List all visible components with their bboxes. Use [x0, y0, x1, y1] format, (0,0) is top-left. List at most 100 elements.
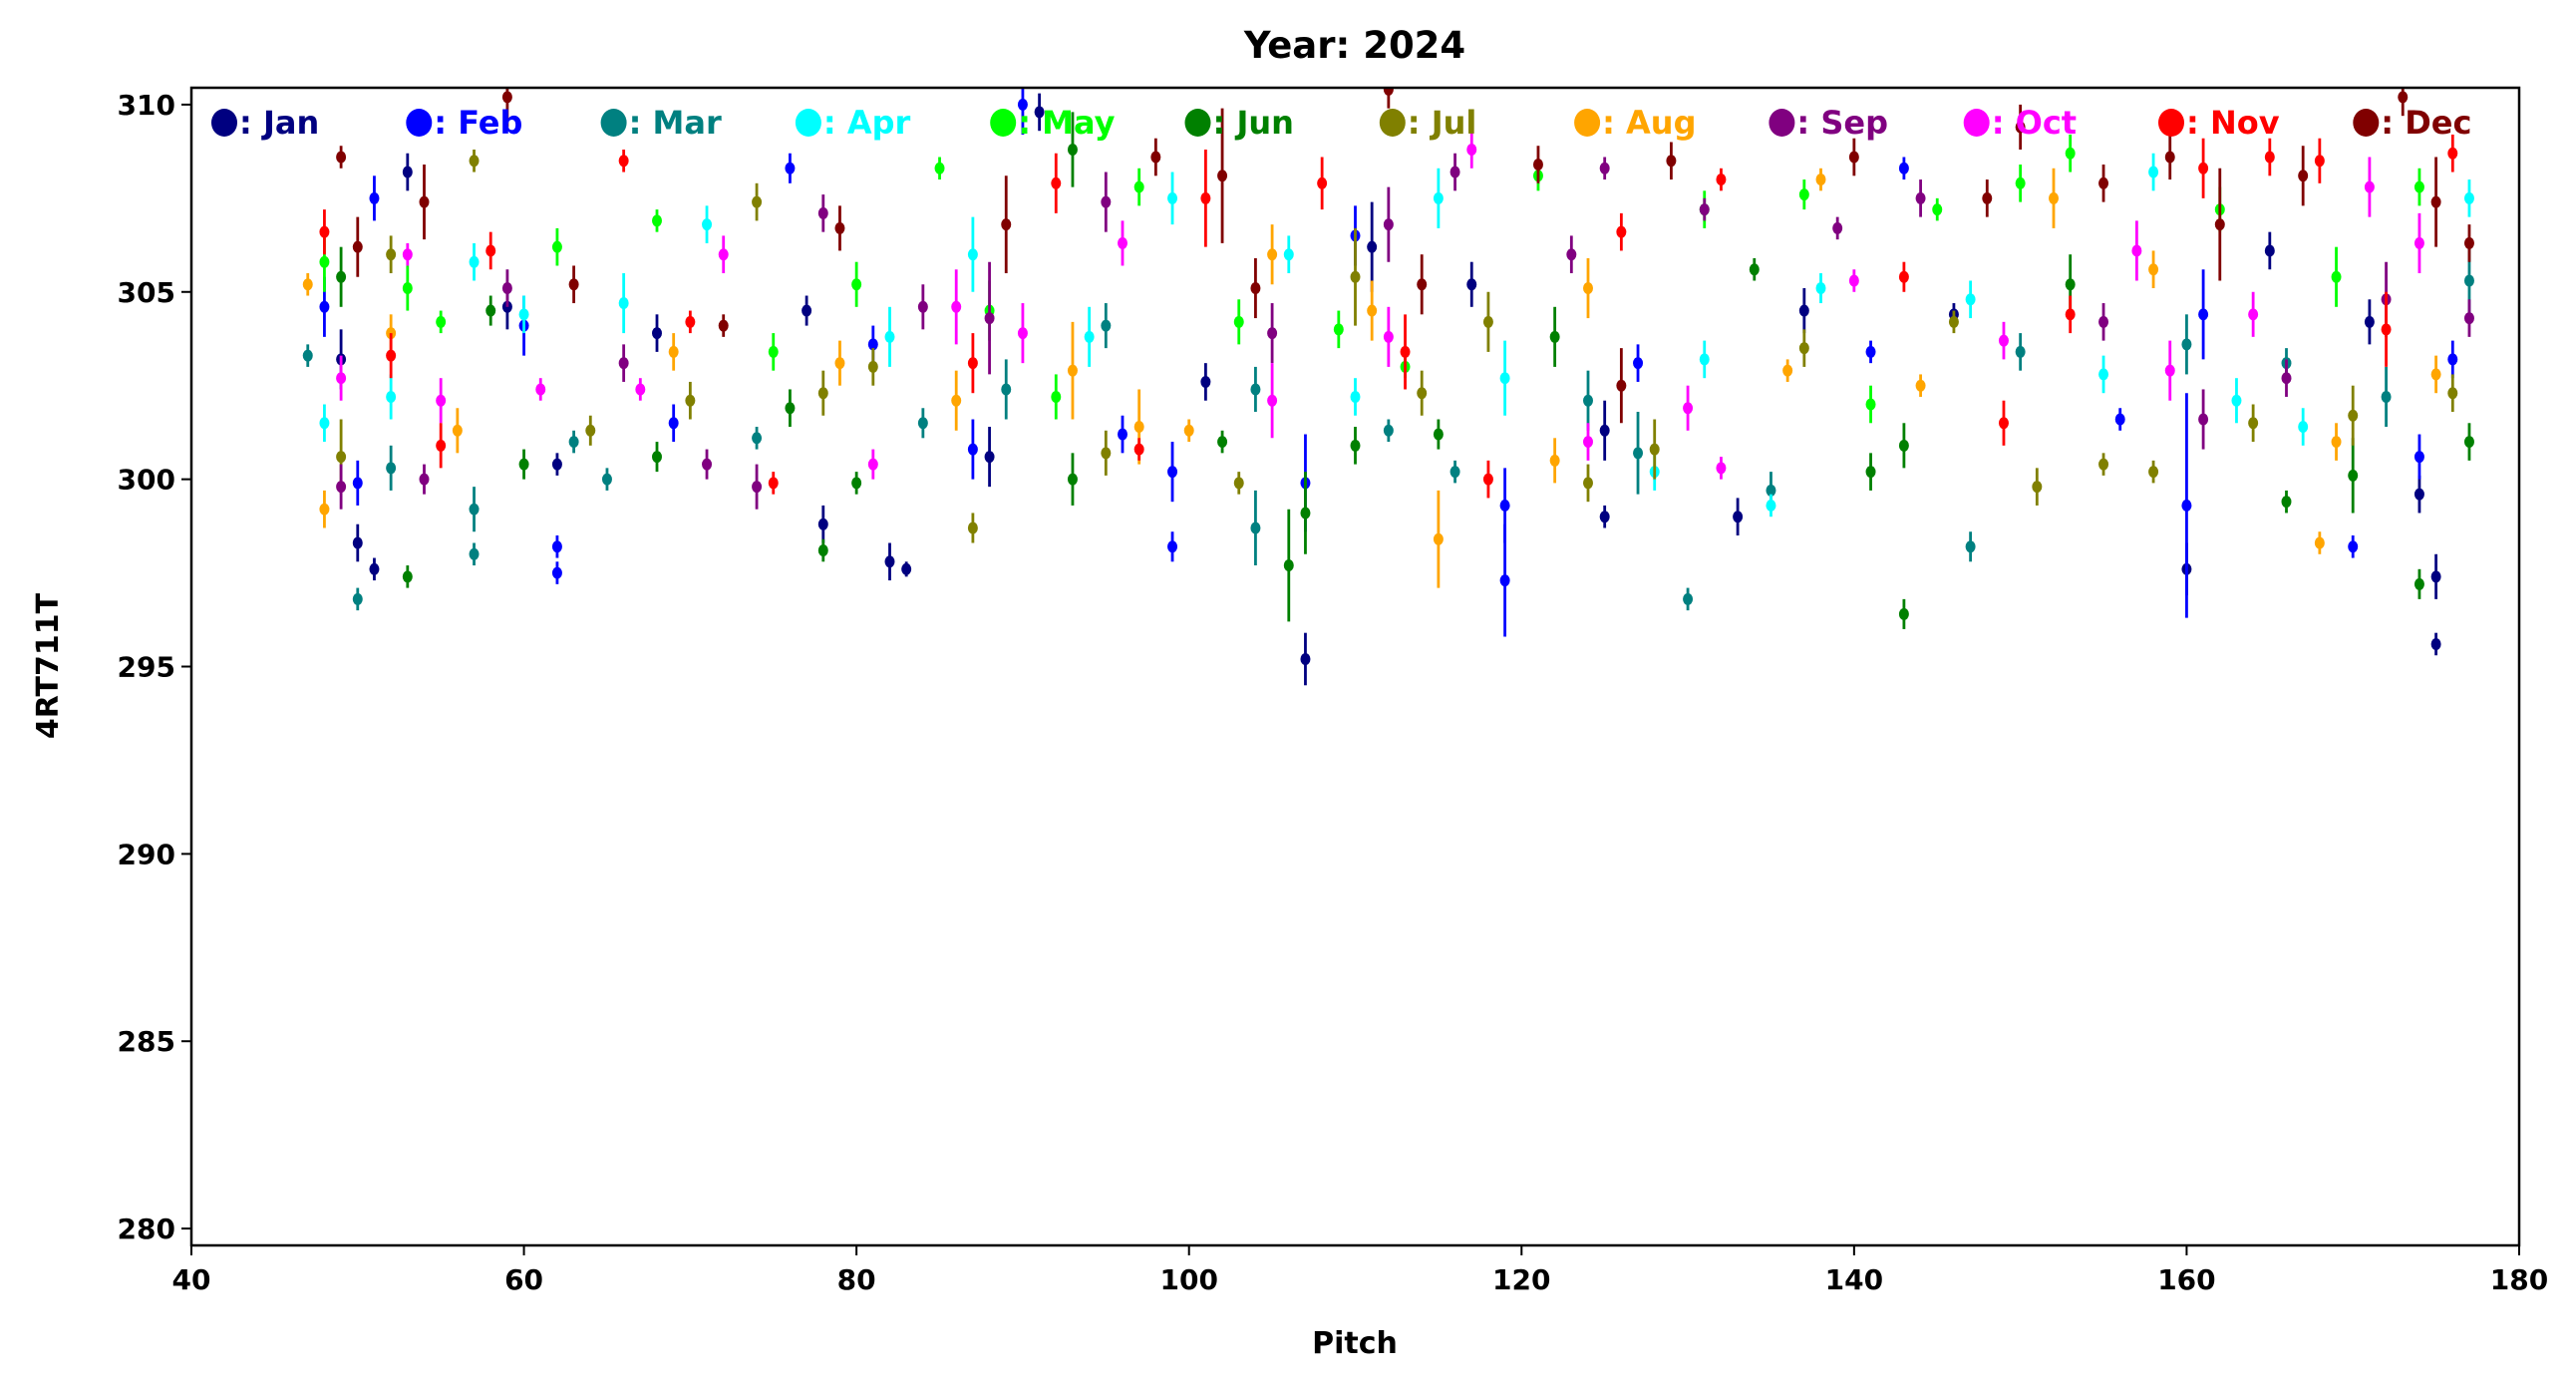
data-point — [785, 402, 796, 415]
legend-marker — [1379, 109, 1406, 137]
data-point — [2314, 536, 2325, 549]
legend-marker — [1184, 109, 1211, 137]
data-point — [501, 91, 512, 104]
data-point — [1865, 466, 1876, 479]
data-point — [1133, 421, 1144, 434]
data-point — [917, 417, 928, 430]
data-point — [1449, 166, 1460, 178]
data-point — [319, 255, 330, 268]
data-point — [2098, 315, 2109, 328]
data-point — [2348, 540, 2359, 553]
data-point — [2281, 496, 2292, 509]
data-point — [1317, 176, 1328, 189]
data-point — [1167, 466, 1178, 479]
data-point — [1433, 532, 1444, 545]
legend-label: : May — [1018, 104, 1115, 142]
data-point — [1217, 436, 1228, 449]
legend-label: : Mar — [629, 104, 722, 142]
data-point — [1932, 203, 1943, 216]
data-point — [319, 225, 330, 238]
data-point — [1915, 191, 1926, 204]
data-point — [817, 544, 828, 557]
data-point — [2032, 481, 2043, 494]
data-point — [319, 300, 330, 313]
data-point — [1300, 652, 1311, 665]
data-point — [352, 477, 363, 490]
data-point — [1848, 151, 1859, 164]
data-point — [1549, 330, 1560, 343]
data-point — [1998, 417, 2009, 430]
data-point — [851, 278, 862, 291]
data-point — [551, 458, 562, 471]
data-point — [1133, 443, 1144, 456]
data-point — [2447, 353, 2458, 366]
legend-entry: : Dec — [2353, 104, 2471, 142]
data-point — [917, 300, 928, 313]
data-point — [618, 155, 629, 168]
data-point — [768, 345, 779, 358]
data-point — [2164, 151, 2175, 164]
data-point — [851, 477, 862, 490]
legend-label: : Feb — [434, 104, 522, 142]
data-point — [1283, 248, 1294, 261]
data-point — [352, 592, 363, 605]
data-point — [1001, 218, 1012, 231]
data-point — [951, 300, 962, 313]
data-point — [1300, 507, 1311, 520]
legend-marker — [406, 109, 433, 137]
data-point — [1898, 162, 1909, 174]
data-point — [2148, 166, 2159, 178]
data-point — [1898, 607, 1909, 620]
legend-label: : Oct — [1992, 104, 2077, 142]
data-point — [2264, 151, 2275, 164]
series-nov — [319, 134, 2458, 499]
data-point — [1766, 484, 1776, 497]
data-point — [1383, 88, 1394, 96]
data-point — [1865, 398, 1876, 411]
data-point — [1599, 424, 1610, 437]
legend-label: : Nov — [2186, 104, 2280, 142]
data-point — [1267, 394, 1278, 407]
data-point — [1583, 282, 1593, 295]
data-point — [652, 327, 662, 340]
data-point — [668, 417, 679, 430]
data-point — [1034, 106, 1045, 119]
data-point — [1167, 540, 1178, 553]
data-point — [436, 315, 447, 328]
data-point — [469, 547, 480, 560]
data-point — [1616, 225, 1627, 238]
data-point — [867, 458, 878, 471]
data-point — [1200, 375, 1211, 388]
y-tick-label: 295 — [118, 651, 175, 684]
data-point — [2414, 236, 2424, 249]
legend-entry: : Mar — [600, 104, 722, 142]
data-point — [386, 349, 397, 362]
data-point — [535, 383, 546, 396]
data-point — [1250, 282, 1261, 295]
data-point — [1167, 191, 1178, 204]
data-point — [1965, 293, 1976, 306]
x-tick-label: 140 — [1825, 1263, 1883, 1296]
data-point — [1067, 473, 1078, 486]
data-point — [1733, 511, 1744, 523]
legend-entry: : Jan — [211, 104, 319, 142]
y-tick-label: 310 — [118, 89, 175, 122]
data-point — [867, 338, 878, 351]
data-point — [1798, 342, 1809, 355]
data-point — [702, 458, 713, 471]
legend-marker — [2158, 109, 2184, 137]
data-point — [1383, 218, 1394, 231]
data-point — [419, 195, 430, 208]
data-point — [702, 218, 713, 231]
x-tick-label: 80 — [837, 1263, 876, 1296]
data-point — [601, 473, 612, 486]
data-point — [1383, 330, 1394, 343]
data-point — [386, 248, 397, 261]
data-point — [1915, 379, 1926, 392]
series-may — [319, 134, 2424, 424]
legend-marker — [990, 109, 1017, 137]
x-axis-label: Pitch — [1312, 1326, 1398, 1361]
data-point — [319, 503, 330, 516]
